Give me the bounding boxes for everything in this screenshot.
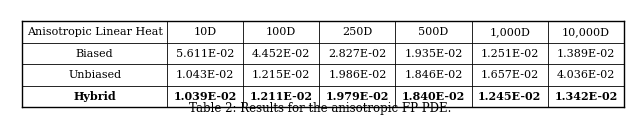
Text: 1.389E-02: 1.389E-02 [557, 49, 615, 59]
Text: 10,000D: 10,000D [562, 27, 610, 37]
Text: 1.986E-02: 1.986E-02 [328, 70, 387, 80]
Text: Unbiased: Unbiased [68, 70, 121, 80]
Text: 1.215E-02: 1.215E-02 [252, 70, 310, 80]
Text: Biased: Biased [76, 49, 113, 59]
Text: 1.657E-02: 1.657E-02 [481, 70, 539, 80]
Text: 2.827E-02: 2.827E-02 [328, 49, 387, 59]
Text: 5.611E-02: 5.611E-02 [176, 49, 234, 59]
Text: 1.846E-02: 1.846E-02 [404, 70, 463, 80]
Text: 500D: 500D [419, 27, 449, 37]
Text: 250D: 250D [342, 27, 372, 37]
Text: 4.036E-02: 4.036E-02 [557, 70, 615, 80]
Text: 1,000D: 1,000D [490, 27, 530, 37]
Text: 1.251E-02: 1.251E-02 [481, 49, 539, 59]
Text: 1.840E-02: 1.840E-02 [402, 91, 465, 102]
Text: 100D: 100D [266, 27, 296, 37]
Text: 1.979E-02: 1.979E-02 [326, 91, 389, 102]
Text: 1.043E-02: 1.043E-02 [176, 70, 234, 80]
Text: Table 2: Results for the anisotropic FP PDE.: Table 2: Results for the anisotropic FP … [189, 102, 451, 115]
Text: 4.452E-02: 4.452E-02 [252, 49, 310, 59]
Text: 10D: 10D [193, 27, 216, 37]
Text: Hybrid: Hybrid [74, 91, 116, 102]
Text: 1.039E-02: 1.039E-02 [173, 91, 237, 102]
Text: 1.935E-02: 1.935E-02 [404, 49, 463, 59]
Text: Anisotropic Linear Heat: Anisotropic Linear Heat [27, 27, 163, 37]
Text: 1.211E-02: 1.211E-02 [250, 91, 313, 102]
Text: 1.342E-02: 1.342E-02 [554, 91, 618, 102]
Text: 1.245E-02: 1.245E-02 [478, 91, 541, 102]
